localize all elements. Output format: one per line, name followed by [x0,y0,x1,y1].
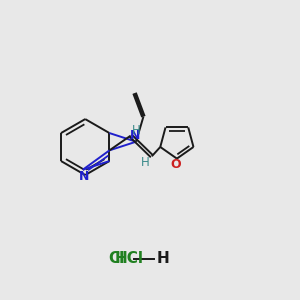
Text: N: N [129,129,140,142]
Text: HCl: HCl [115,251,144,266]
Text: N: N [79,170,89,183]
Text: H: H [157,251,169,266]
Text: Cl: Cl [108,251,124,266]
Text: H: H [132,124,141,137]
Text: H: H [141,156,150,169]
Text: O: O [170,158,181,171]
